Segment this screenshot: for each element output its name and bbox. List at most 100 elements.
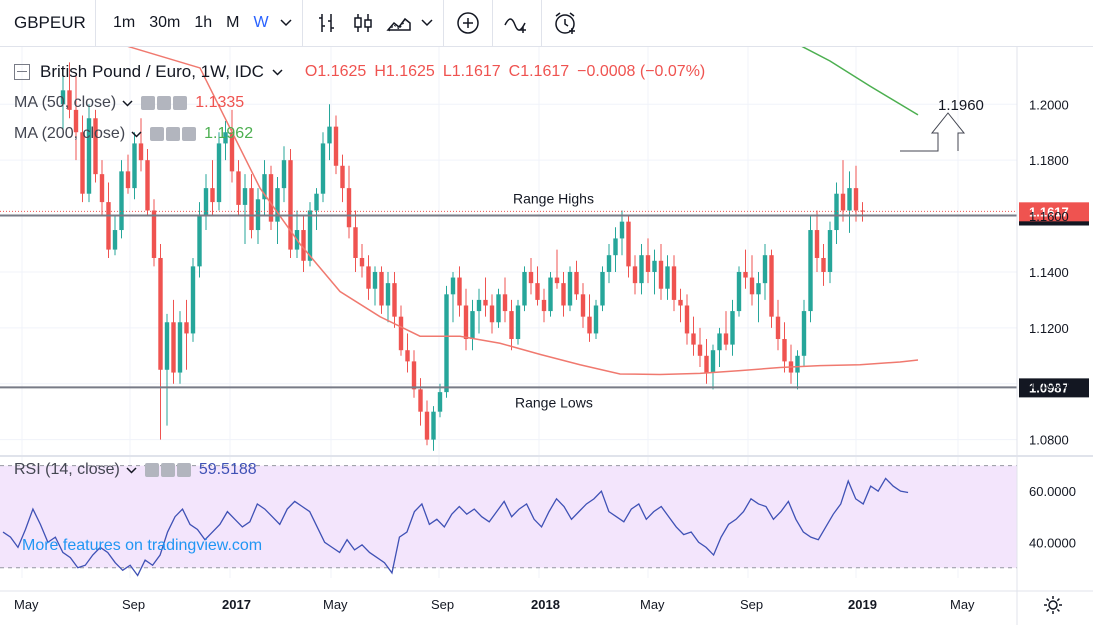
- alert-clock-icon[interactable]: [548, 0, 584, 46]
- candle-body: [216, 143, 222, 203]
- gear-icon[interactable]: [1042, 594, 1064, 616]
- bars-style-icon[interactable]: [309, 0, 345, 46]
- candle-body: [853, 188, 859, 211]
- ma200-legend: MA (200, close) 1.1962: [14, 125, 253, 143]
- candle-body: [405, 350, 410, 362]
- symbol-search[interactable]: GBPEUR: [0, 0, 96, 46]
- candle-body: [418, 389, 423, 412]
- rsi-controls: [144, 463, 191, 477]
- chevron-down-icon[interactable]: [272, 63, 283, 81]
- candle-body: [470, 311, 475, 340]
- candle-body: [632, 266, 638, 284]
- gear-icon[interactable]: [166, 127, 181, 141]
- candles-style-icon[interactable]: [345, 0, 381, 46]
- close-icon[interactable]: [176, 463, 191, 477]
- area-style-icon[interactable]: [381, 0, 417, 46]
- candle-body: [372, 271, 378, 289]
- candle-body: [561, 283, 566, 306]
- chevron-down-icon[interactable]: [126, 461, 137, 479]
- candle-body: [132, 143, 137, 189]
- ohlc-open: O1.1625: [304, 63, 367, 80]
- candle-body: [554, 277, 560, 284]
- add-indicator-icon[interactable]: [450, 0, 486, 46]
- candle-body: [541, 299, 547, 312]
- time-tick-label: May: [640, 597, 665, 612]
- candle-body: [697, 344, 703, 356]
- candle-body: [704, 355, 709, 373]
- candle-body: [346, 188, 352, 228]
- series-title[interactable]: British Pound / Euro, 1W, IDC: [40, 62, 264, 81]
- candle-body: [483, 299, 488, 306]
- candle-body: [606, 255, 612, 272]
- eye-icon[interactable]: [150, 127, 165, 141]
- timeframe-month[interactable]: M: [226, 14, 240, 31]
- chevron-down-icon[interactable]: [122, 94, 133, 112]
- candle-body: [509, 311, 514, 340]
- candle-body: [203, 188, 209, 217]
- candle-body: [769, 255, 774, 317]
- candle-body: [613, 238, 618, 256]
- compare-icon[interactable]: [499, 0, 535, 46]
- eye-icon[interactable]: [141, 96, 156, 110]
- toolbar-divider: [491, 0, 493, 46]
- rsi-label[interactable]: RSI (14, close): [14, 461, 120, 478]
- candle-body: [301, 230, 306, 261]
- last-price-label: 1.1617: [1029, 204, 1069, 219]
- price-tick-label: 1.1400: [1029, 265, 1069, 280]
- chevron-down-icon[interactable]: [131, 125, 142, 143]
- candle-body: [723, 333, 729, 345]
- candle-body: [847, 188, 852, 211]
- ohlc-high: H1.1625: [374, 63, 435, 80]
- candle-body: [619, 221, 625, 239]
- tradingview-watermark[interactable]: More features on tradingview.com: [22, 537, 263, 554]
- candle-body: [366, 266, 371, 289]
- timeframe-1m[interactable]: 1m: [113, 14, 136, 31]
- price-tick-label: 1.2000: [1029, 97, 1069, 112]
- timeframe-30m[interactable]: 30m: [149, 14, 181, 31]
- timeframe-1h[interactable]: 1h: [194, 14, 213, 31]
- candle-body: [535, 283, 540, 300]
- candle-body: [151, 210, 157, 258]
- close-icon[interactable]: [173, 96, 188, 110]
- candle-body: [808, 230, 813, 312]
- last-price-tag: [1019, 202, 1089, 222]
- candle-body: [80, 132, 85, 194]
- level-price-label: 1.0987: [1029, 380, 1069, 395]
- candle-body: [392, 283, 397, 317]
- candle-body: [431, 411, 436, 440]
- candle-body: [177, 322, 183, 373]
- eye-icon[interactable]: [144, 463, 159, 477]
- ma50-label[interactable]: MA (50, close): [14, 94, 117, 111]
- gear-icon[interactable]: [157, 96, 172, 110]
- candle-body: [60, 90, 66, 105]
- candle-body: [684, 305, 690, 334]
- candle-body: [333, 126, 339, 166]
- candle-body: [411, 361, 417, 390]
- candle-body: [158, 257, 163, 370]
- candle-body: [775, 316, 781, 340]
- ohlc-close: C1.1617: [508, 63, 570, 80]
- rsi-legend: RSI (14, close) 59.5188: [14, 461, 257, 479]
- candle-body: [171, 322, 176, 373]
- candle-body: [112, 230, 118, 250]
- candle-body: [99, 174, 105, 203]
- candle-body: [106, 202, 111, 250]
- timeframe-week[interactable]: W: [253, 14, 269, 31]
- candle-body: [476, 299, 482, 312]
- price-tick-label: 1.1600: [1029, 209, 1069, 224]
- candle-body: [814, 230, 820, 258]
- candle-body: [665, 266, 670, 289]
- toolbar-divider: [540, 0, 542, 46]
- close-icon[interactable]: [182, 127, 197, 141]
- chevron-down-icon[interactable]: [417, 0, 437, 46]
- toolbar-divider: [301, 0, 303, 46]
- ma50-line: [59, 25, 919, 376]
- ma200-label[interactable]: MA (200, close): [14, 125, 126, 142]
- chevron-down-icon[interactable]: [276, 0, 296, 46]
- collapse-icon[interactable]: [14, 64, 30, 80]
- candle-body: [93, 118, 98, 175]
- candle-body: [457, 277, 462, 306]
- gear-icon[interactable]: [160, 463, 175, 477]
